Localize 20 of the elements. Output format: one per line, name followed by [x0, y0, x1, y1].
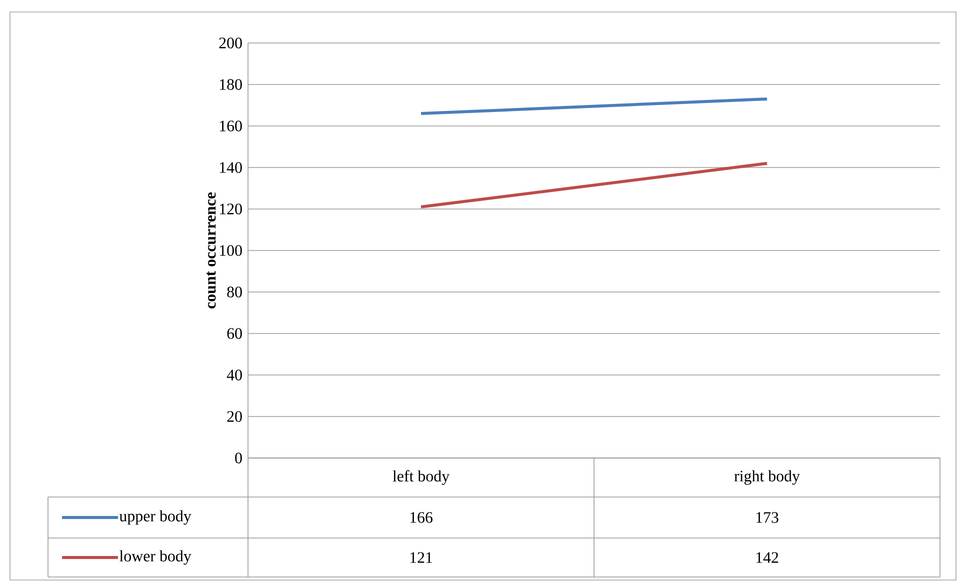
y-tick-label: 80	[227, 286, 242, 298]
y-tick-label: 160	[220, 120, 242, 132]
y-tick-label: 200	[219, 38, 242, 48]
data-label: 166	[410, 512, 432, 523]
x-tick-label: right body	[734, 470, 800, 485]
y-tick-label: 120	[220, 204, 242, 214]
x-tick-label: left body	[392, 470, 450, 485]
y-tick-label: 60	[227, 328, 242, 339]
y-tick-label: 140	[220, 162, 242, 173]
legend-label: upper body	[119, 510, 192, 525]
data-label: 121	[410, 552, 432, 563]
y-tick-label: 20	[227, 411, 242, 422]
y-axis-title: count occurrence	[206, 192, 216, 308]
data-label: 142	[756, 552, 778, 563]
y-tick-label: 0	[235, 452, 242, 464]
y-tick-label: 100	[220, 245, 242, 256]
y-tick-label: 180	[220, 79, 242, 90]
legend-label: lower body	[120, 550, 192, 565]
data-label: 173	[756, 512, 778, 523]
y-tick-label: 40	[226, 370, 242, 380]
